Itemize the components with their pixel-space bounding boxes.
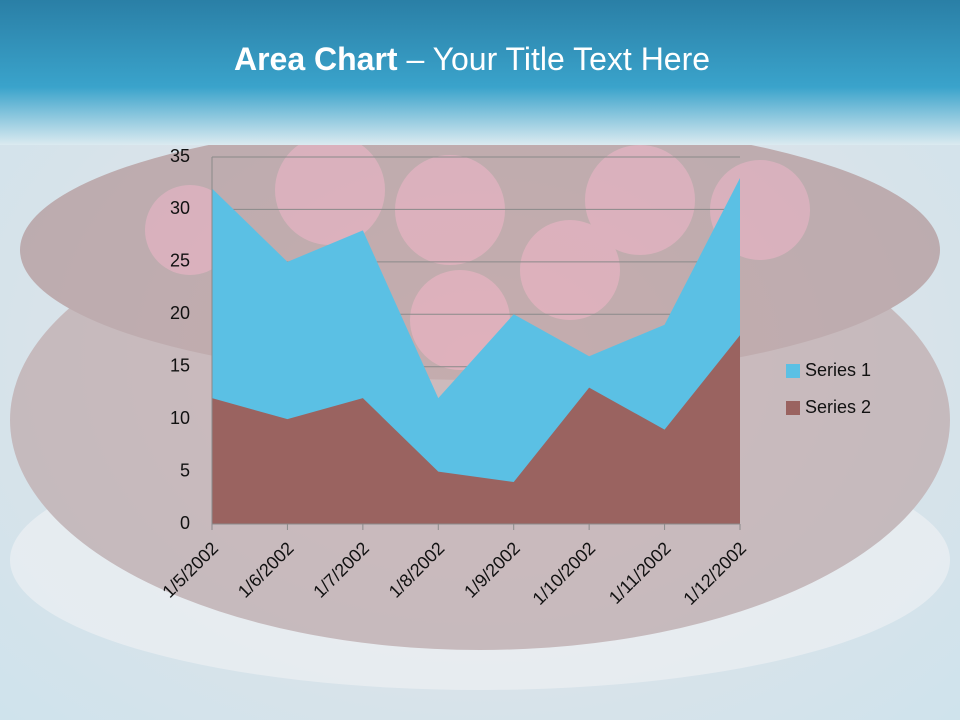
header-band — [0, 0, 960, 145]
y-tick-label: 30 — [170, 198, 190, 218]
legend-label: Series 1 — [805, 360, 871, 380]
y-tick-label: 10 — [170, 408, 190, 428]
y-tick-label: 0 — [180, 513, 190, 533]
legend-label: Series 2 — [805, 397, 871, 417]
legend-swatch — [786, 401, 800, 415]
area — [212, 335, 740, 524]
slide-title: Area Chart – Your Title Text Here — [234, 41, 710, 77]
y-tick-label: 5 — [180, 460, 190, 480]
y-tick-label: 35 — [170, 146, 190, 166]
y-tick-label: 20 — [170, 303, 190, 323]
y-tick-label: 25 — [170, 251, 190, 271]
title-text: – Your Title Text Here — [406, 41, 710, 77]
legend-swatch — [786, 364, 800, 378]
title-emphasis: Area Chart — [234, 41, 398, 77]
y-tick-label: 15 — [170, 355, 190, 375]
